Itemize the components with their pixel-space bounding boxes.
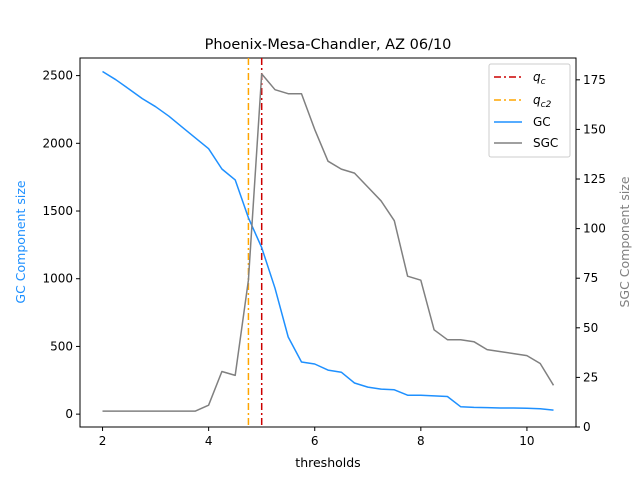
- x-axis-ticks: 2 4 6 8 10: [99, 427, 535, 448]
- left-axis-ticks: 0 500 1000 1500 2000 2500: [42, 69, 80, 421]
- x-tick-label: 8: [417, 434, 425, 448]
- legend: qc qc2 GC SGC: [488, 63, 571, 158]
- x-tick-label: 2: [99, 434, 107, 448]
- chart-title: Phoenix-Mesa-Chandler, AZ 06/10: [205, 37, 452, 53]
- x-tick-label: 4: [205, 434, 213, 448]
- right-tick-label: 150: [583, 122, 606, 136]
- right-tick-label: 25: [583, 370, 598, 384]
- left-tick-label: 1500: [42, 204, 73, 218]
- right-tick-label: 75: [583, 271, 598, 285]
- left-tick-label: 0: [65, 407, 73, 421]
- x-tick-label: 6: [311, 434, 319, 448]
- right-tick-label: 125: [583, 172, 606, 186]
- right-tick-label: 0: [583, 420, 591, 434]
- series-line-gc: [102, 70, 554, 411]
- right-axis-ticks: 0 25 50 75 100 125 150 175: [576, 73, 606, 434]
- right-tick-label: 100: [583, 222, 606, 236]
- legend-box: [488, 63, 571, 158]
- left-axis-label: GC Component size: [13, 180, 28, 303]
- left-tick-label: 500: [50, 339, 73, 353]
- series-lines: [102, 70, 555, 412]
- series-line-sgc: [102, 73, 555, 412]
- legend-label-sgc: SGC: [533, 136, 558, 150]
- x-axis-label: thresholds: [295, 455, 360, 470]
- left-tick-label: 2500: [42, 69, 73, 83]
- right-axis-label: SGC Component size: [617, 176, 632, 307]
- left-tick-label: 1000: [42, 272, 73, 286]
- left-tick-label: 2000: [42, 136, 73, 150]
- right-tick-label: 175: [583, 73, 606, 87]
- x-tick-label: 10: [519, 434, 534, 448]
- right-tick-label: 50: [583, 321, 598, 335]
- threshold-lines: [247, 58, 263, 427]
- legend-label-gc: GC: [533, 115, 551, 129]
- plot-frame: [79, 57, 577, 428]
